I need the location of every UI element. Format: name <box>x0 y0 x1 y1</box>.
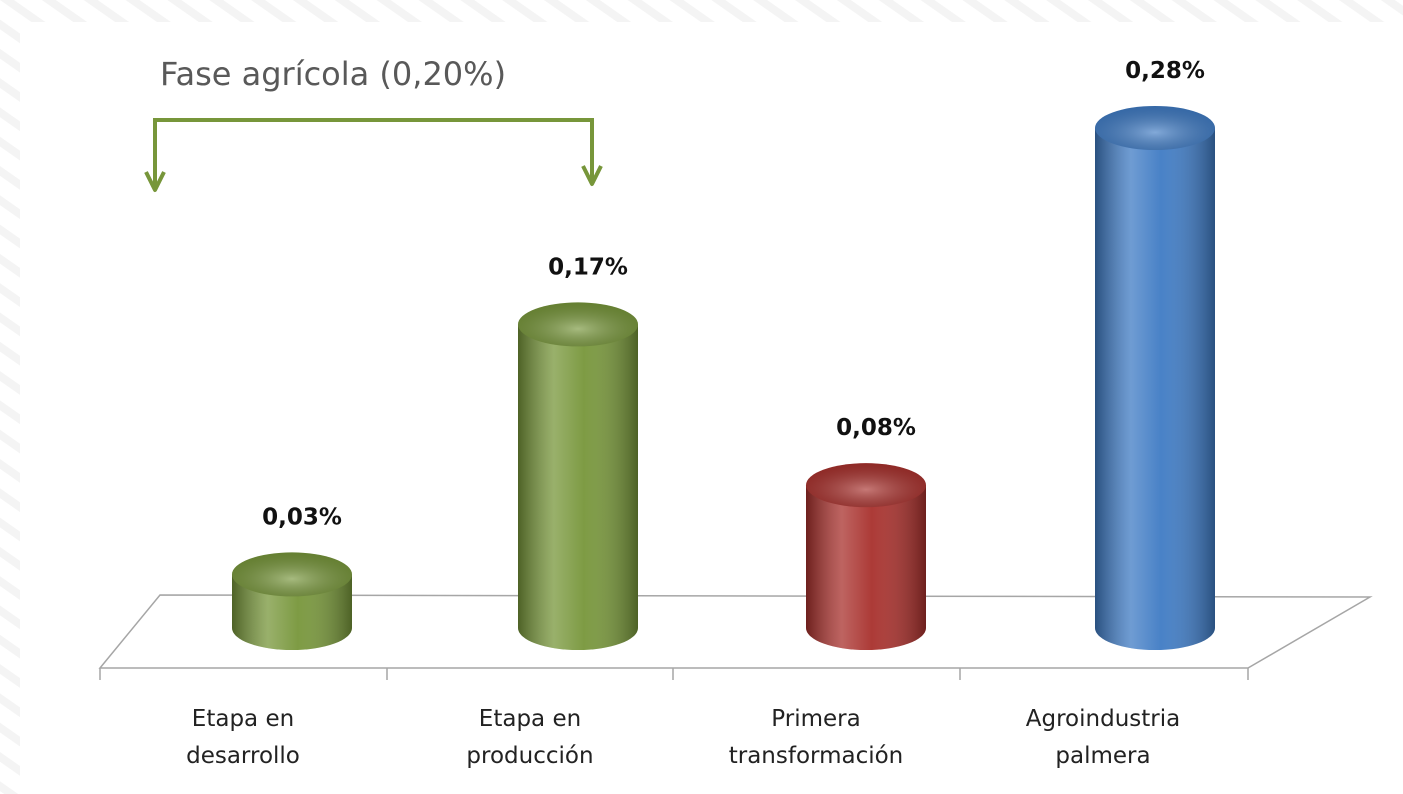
bar <box>518 302 638 650</box>
bar-top-shade <box>518 302 638 347</box>
x-tick-label: Agroindustria palmera <box>1026 706 1180 769</box>
bar <box>806 463 926 650</box>
value-label: 0,08% <box>836 415 916 441</box>
x-tick-label: Etapa en desarrollo <box>186 706 300 769</box>
x-tick-label: Primera transformación <box>729 706 904 769</box>
bar-top-shade <box>232 552 352 597</box>
bar-shade <box>1095 128 1215 650</box>
bar-shade <box>518 324 638 650</box>
bar-shade <box>806 485 926 650</box>
bar-top-shade <box>1095 106 1215 150</box>
value-label: 0,17% <box>548 254 628 280</box>
value-label: 0,28% <box>1125 58 1205 84</box>
category-dividers <box>99 668 1249 680</box>
x-tick-label: Etapa en producción <box>466 706 593 769</box>
bracket <box>144 118 603 192</box>
bar <box>232 552 352 650</box>
value-label: 0,03% <box>262 504 342 530</box>
annotation: Fase agrícola (0,20%) <box>160 55 506 93</box>
floor <box>98 594 1373 669</box>
bar-top-shade <box>806 463 926 508</box>
bar <box>1095 106 1215 650</box>
